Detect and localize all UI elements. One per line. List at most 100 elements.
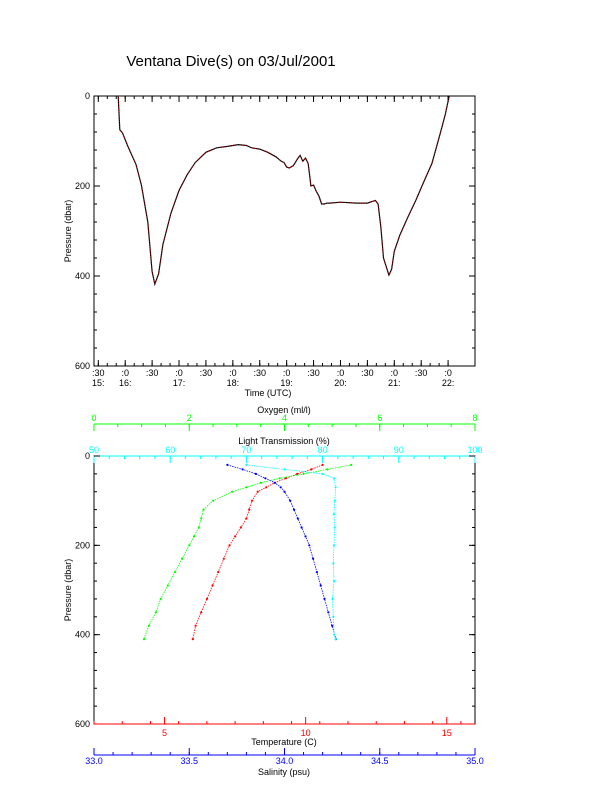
- profile-pressure-axis-label: Pressure (dbar): [63, 559, 73, 622]
- x-tick-minute-label: :30: [253, 368, 266, 378]
- axis-tick-label: 8: [472, 413, 477, 423]
- time-axis-label: Time (UTC): [245, 388, 292, 398]
- axis-tick-label: 50: [89, 445, 99, 455]
- temperature-axis-label: Temperature (C): [251, 737, 317, 747]
- profile-y-tick-label: 600: [75, 719, 90, 729]
- oxygen-point: [154, 611, 157, 614]
- axis-tick-label: 35.0: [466, 756, 484, 766]
- y-tick-label: 600: [75, 361, 90, 371]
- temperature-point: [248, 508, 251, 511]
- y-tick-label: 0: [85, 91, 90, 101]
- axis-tick-label: 70: [241, 445, 251, 455]
- light-transmission-axis-label: Light Transmission (%): [238, 436, 330, 446]
- temperature-point: [310, 468, 313, 471]
- oxygen-point: [166, 584, 169, 587]
- x-tick-minute-label: :30: [92, 368, 105, 378]
- axis-tick-label: 15: [442, 728, 452, 738]
- axis-tick-label: 100: [467, 445, 482, 455]
- light-transmission-point: [332, 513, 336, 516]
- axis-tick-label: 6: [377, 413, 382, 423]
- oxygen-axis-label: Oxygen (ml/l): [257, 405, 311, 415]
- axis-tick-label: 80: [318, 445, 328, 455]
- oxygen-point: [159, 597, 162, 601]
- axis-tick-label: 60: [165, 445, 175, 455]
- salinity-axis-label: Salinity (psu): [258, 767, 310, 777]
- salinity-point: [273, 481, 277, 484]
- light-transmission-point: [245, 463, 248, 466]
- axis-tick-label: 33.0: [85, 756, 103, 766]
- light-transmission-point: [334, 486, 337, 489]
- x-tick-hour-label: 22:: [442, 378, 455, 388]
- salinity-point: [304, 535, 307, 538]
- salinity-point: [296, 517, 299, 520]
- salinity-point: [327, 611, 330, 614]
- temperature-point: [265, 486, 268, 489]
- light-transmission-point: [331, 597, 334, 601]
- axis-tick-label: 34.0: [276, 756, 294, 766]
- pressure-time-plot-area: [117, 95, 450, 287]
- x-tick-minute-label: :30: [146, 368, 159, 378]
- salinity-point: [279, 486, 282, 489]
- pressure-time-y-axis: 0 200 400 600: [75, 91, 475, 371]
- oxygen-point: [245, 486, 248, 489]
- x-tick-minute-label: :0: [391, 368, 399, 378]
- light-transmission-point: [283, 468, 286, 471]
- light-transmission-point: [333, 499, 336, 502]
- salinity-point: [315, 571, 318, 574]
- x-tick-hour-label: 17:: [173, 378, 186, 388]
- temperature-point: [222, 557, 225, 560]
- temperature-point: [191, 638, 194, 641]
- profile-y-tick-label: 200: [75, 540, 90, 550]
- x-tick-minute-label: :0: [337, 368, 345, 378]
- salinity-point: [292, 508, 296, 511]
- oxygen-point: [302, 472, 305, 475]
- temperature-point: [239, 526, 242, 529]
- temperature-point: [194, 624, 197, 627]
- temperature-point: [321, 463, 324, 466]
- light-transmission-point: [333, 526, 336, 529]
- oxygen-point: [147, 624, 150, 627]
- salinity-point: [289, 499, 292, 502]
- light-transmission-axis: 50 60 70 80 90 100: [89, 445, 483, 463]
- axis-tick-label: 2: [187, 413, 192, 423]
- figure-title: Ventana Dive(s) on 03/Jul/2001: [126, 53, 335, 70]
- x-tick-minute-label: :30: [307, 368, 320, 378]
- salinity-point: [226, 463, 229, 466]
- x-tick-hour-label: 19:: [280, 378, 293, 388]
- salinity-point: [323, 597, 326, 601]
- x-tick-minute-label: :0: [444, 368, 452, 378]
- oxygen-point: [212, 499, 215, 502]
- x-tick-minute-label: :30: [200, 368, 213, 378]
- axis-tick-label: 0: [91, 413, 96, 423]
- temperature-point: [245, 517, 248, 520]
- salinity-point: [264, 477, 267, 480]
- oxygen-point: [200, 517, 203, 520]
- axis-tick-label: 33.5: [180, 756, 198, 766]
- oxygen-point: [192, 535, 196, 538]
- oxygen-point: [181, 557, 184, 560]
- light-transmission-point: [321, 472, 324, 475]
- axis-tick-label: 10: [301, 728, 311, 738]
- profile-y-tick-label: 400: [75, 630, 90, 640]
- y-tick-label: 200: [75, 181, 90, 191]
- oxygen-point: [202, 508, 205, 511]
- temperature-point: [228, 544, 231, 547]
- light-transmission-point: [332, 580, 336, 583]
- temperature-point: [205, 597, 208, 601]
- salinity-point: [254, 472, 257, 475]
- x-tick-minute-label: :30: [361, 368, 374, 378]
- temperature-point: [200, 611, 203, 614]
- x-tick-hour-label: 15:: [92, 378, 105, 388]
- x-tick-minute-label: :0: [283, 368, 291, 378]
- oxygen-point: [173, 571, 177, 574]
- oxygen-point: [326, 468, 329, 471]
- oxygen-axis: 0 2 4 6 8: [91, 413, 478, 431]
- temperature-point: [296, 472, 299, 475]
- pressure-time-frame: [93, 95, 476, 367]
- y-tick-label: 400: [75, 271, 90, 281]
- light-transmission-point: [332, 562, 335, 565]
- salinity-point: [319, 584, 322, 587]
- light-transmission-point: [332, 633, 336, 636]
